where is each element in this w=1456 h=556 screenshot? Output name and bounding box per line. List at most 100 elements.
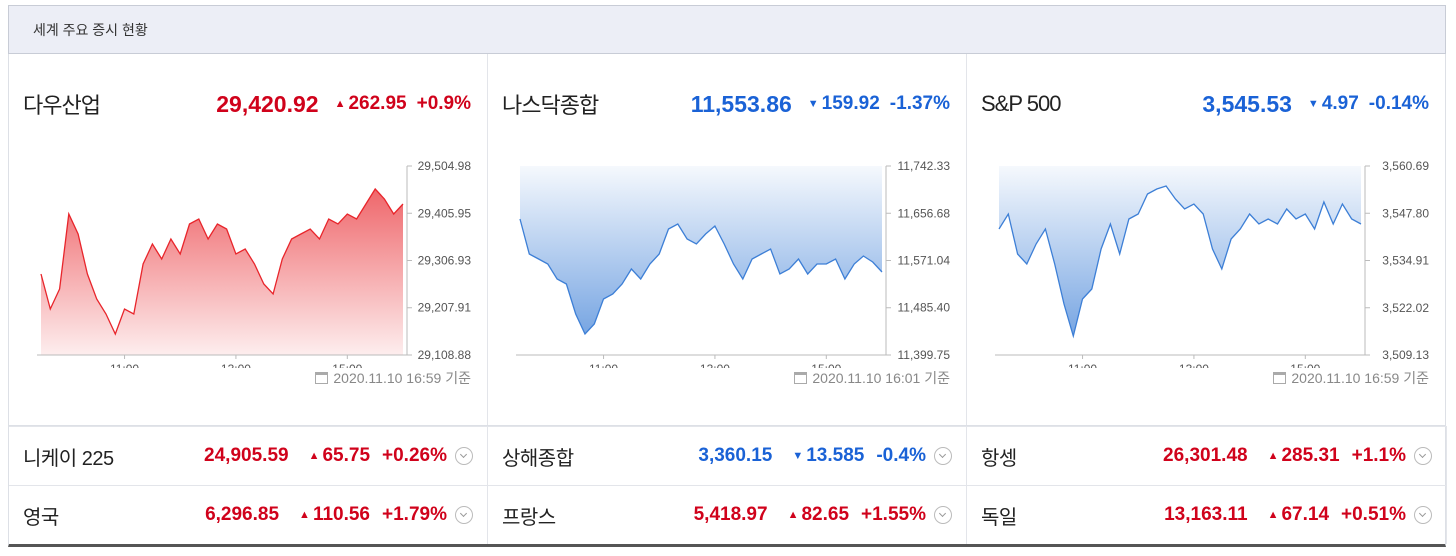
expand-button[interactable] <box>934 447 952 465</box>
price-line <box>998 185 1362 339</box>
index-name: 독일 <box>981 506 1017 529</box>
expand-button[interactable] <box>1414 506 1432 524</box>
market-widget: 세계 주요 증시 현황 다우산업 29,420.92 ▲ 262.95 +0.9% 29,… <box>8 5 1447 547</box>
x-tick-label: 15:00 <box>1290 362 1320 368</box>
x-tick-label: 15:00 <box>332 362 362 368</box>
chart-panels: 다우산업 29,420.92 ▲ 262.95 +0.9% 29,108.88 29,207… <box>8 54 1446 425</box>
y-tick-label: 3,560.69 <box>1382 159 1429 173</box>
timestamp-text: 2020.11.10 16:59 기준 <box>333 370 471 386</box>
index-price: 29,420.92 <box>216 90 319 117</box>
index-price: 3,360.15 <box>698 445 773 466</box>
index-change: 13.585 <box>806 445 865 466</box>
index-name: 다우산업 <box>23 93 101 118</box>
y-tick-label: 3,509.13 <box>1382 348 1429 362</box>
index-change: 159.92 <box>821 93 880 114</box>
index-name: S&P 500 <box>981 91 1061 116</box>
y-tick-label: 29,504.98 <box>418 159 472 173</box>
index-row: 상해종합 3,360.15 ▼ 13.585 -0.4% <box>488 426 967 485</box>
index-change: 67.14 <box>1281 504 1330 525</box>
y-tick-label: 11,399.75 <box>898 348 951 362</box>
index-change-pct: +1.79% <box>382 504 447 525</box>
index-change: 262.95 <box>348 93 407 114</box>
index-name: 상해종합 <box>502 447 574 470</box>
panel-header: S&P 500 3,545.53 ▼ 4.97 -0.14% <box>967 54 1445 154</box>
change-arrow: ▼ <box>807 98 819 110</box>
timestamp-text: 2020.11.10 16:01 기준 <box>812 370 950 386</box>
index-row: 항셍 26,301.48 ▲ 285.31 +1.1% <box>967 426 1447 485</box>
index-name: 항셍 <box>981 447 1017 470</box>
index-row: 니케이 225 24,905.59 ▲ 65.75 +0.26% <box>9 426 488 485</box>
x-tick-label: 13:00 <box>221 362 251 368</box>
index-change-pct: -0.4% <box>876 445 926 466</box>
change-arrow: ▲ <box>308 450 320 462</box>
calendar-icon <box>315 372 329 384</box>
y-tick-label: 29,306.93 <box>418 254 472 268</box>
chart: 3,509.13 3,522.02 3,534.91 3,547.80 3,560.69… <box>995 159 1429 368</box>
index-rows: 니케이 225 24,905.59 ▲ 65.75 +0.26% 상해종합 3,360.15… <box>8 425 1447 547</box>
index-row: 영국 6,296.85 ▲ 110.56 +1.79% <box>9 485 488 544</box>
change-arrow: ▲ <box>299 509 310 521</box>
index-change: 285.31 <box>1281 445 1340 466</box>
y-tick-label: 29,207.91 <box>418 301 472 315</box>
chart: 29,108.88 29,207.91 29,306.93 29,405.95 29,5… <box>37 159 472 368</box>
timestamp-text: 2020.11.10 16:59 기준 <box>1291 370 1429 386</box>
area-fill <box>999 166 1361 336</box>
price-line <box>519 218 883 336</box>
change-arrow: ▼ <box>1307 98 1319 110</box>
change-arrow: ▼ <box>792 450 804 462</box>
index-change-pct: +0.51% <box>1341 504 1406 525</box>
index-price: 6,296.85 <box>205 504 280 525</box>
index-change-pct: +1.55% <box>861 504 926 525</box>
index-change: 65.75 <box>322 445 371 466</box>
y-tick-label: 11,742.33 <box>898 159 951 173</box>
y-tick-label: 11,485.40 <box>898 301 951 315</box>
y-tick-label: 11,656.68 <box>898 206 951 220</box>
index-price: 3,545.53 <box>1202 90 1292 117</box>
x-tick-label: 11:00 <box>110 362 139 368</box>
price-line <box>40 187 404 336</box>
change-arrow: ▲ <box>787 509 799 521</box>
index-name: 프랑스 <box>502 506 556 529</box>
index-change-pct: +0.9% <box>416 93 471 114</box>
panel-header: 나스닥종합 11,553.86 ▼ 159.92 -1.37% <box>488 54 966 154</box>
widget-title: 세계 주요 증시 현황 <box>8 5 1446 54</box>
calendar-icon <box>1273 372 1287 384</box>
index-row: 프랑스 5,418.97 ▲ 82.65 +1.55% <box>488 485 967 544</box>
y-tick-label: 11,571.04 <box>898 254 951 268</box>
expand-button[interactable] <box>934 506 952 524</box>
chart-panel: 다우산업 29,420.92 ▲ 262.95 +0.9% 29,108.88 29,207… <box>9 54 488 425</box>
index-name: 영국 <box>23 506 59 529</box>
timestamp: 2020.11.10 16:59 기준 <box>1273 368 1429 388</box>
y-tick-label: 29,405.95 <box>418 206 472 220</box>
index-change-pct: -1.37% <box>889 93 950 114</box>
index-price: 11,553.86 <box>690 90 792 117</box>
timestamp: 2020.11.10 16:59 기준 <box>315 368 471 388</box>
calendar-icon <box>794 372 808 384</box>
index-change-pct: +1.1% <box>1351 445 1406 466</box>
index-change: 4.97 <box>1321 93 1359 114</box>
change-arrow: ▲ <box>334 98 346 110</box>
index-change-pct: -0.14% <box>1368 93 1429 114</box>
expand-button[interactable] <box>455 506 473 524</box>
chart-panel: 나스닥종합 11,553.86 ▼ 159.92 -1.37% 11,399.75 11,4… <box>488 54 967 425</box>
x-tick-label: 13:00 <box>1179 362 1209 368</box>
index-price: 13,163.11 <box>1164 504 1248 525</box>
index-price: 5,418.97 <box>693 504 768 525</box>
timestamp: 2020.11.10 16:01 기준 <box>794 368 950 388</box>
index-name: 니케이 225 <box>23 447 114 470</box>
y-tick-label: 3,547.80 <box>1382 206 1429 220</box>
x-tick-label: 13:00 <box>700 362 730 368</box>
y-tick-label: 3,522.02 <box>1382 301 1429 315</box>
index-change: 82.65 <box>801 504 850 525</box>
index-row: 독일 13,163.11 ▲ 67.14 +0.51% <box>967 485 1447 544</box>
panel-header: 다우산업 29,420.92 ▲ 262.95 +0.9% <box>9 54 487 154</box>
index-name: 나스닥종합 <box>502 93 599 118</box>
index-price: 24,905.59 <box>204 445 289 466</box>
y-tick-label: 3,534.91 <box>1382 254 1429 268</box>
expand-button[interactable] <box>455 447 473 465</box>
x-tick-label: 11:00 <box>589 362 618 368</box>
index-change-pct: +0.26% <box>382 445 447 466</box>
expand-button[interactable] <box>1414 447 1432 465</box>
area-fill <box>41 189 403 355</box>
change-arrow: ▲ <box>1267 509 1279 521</box>
